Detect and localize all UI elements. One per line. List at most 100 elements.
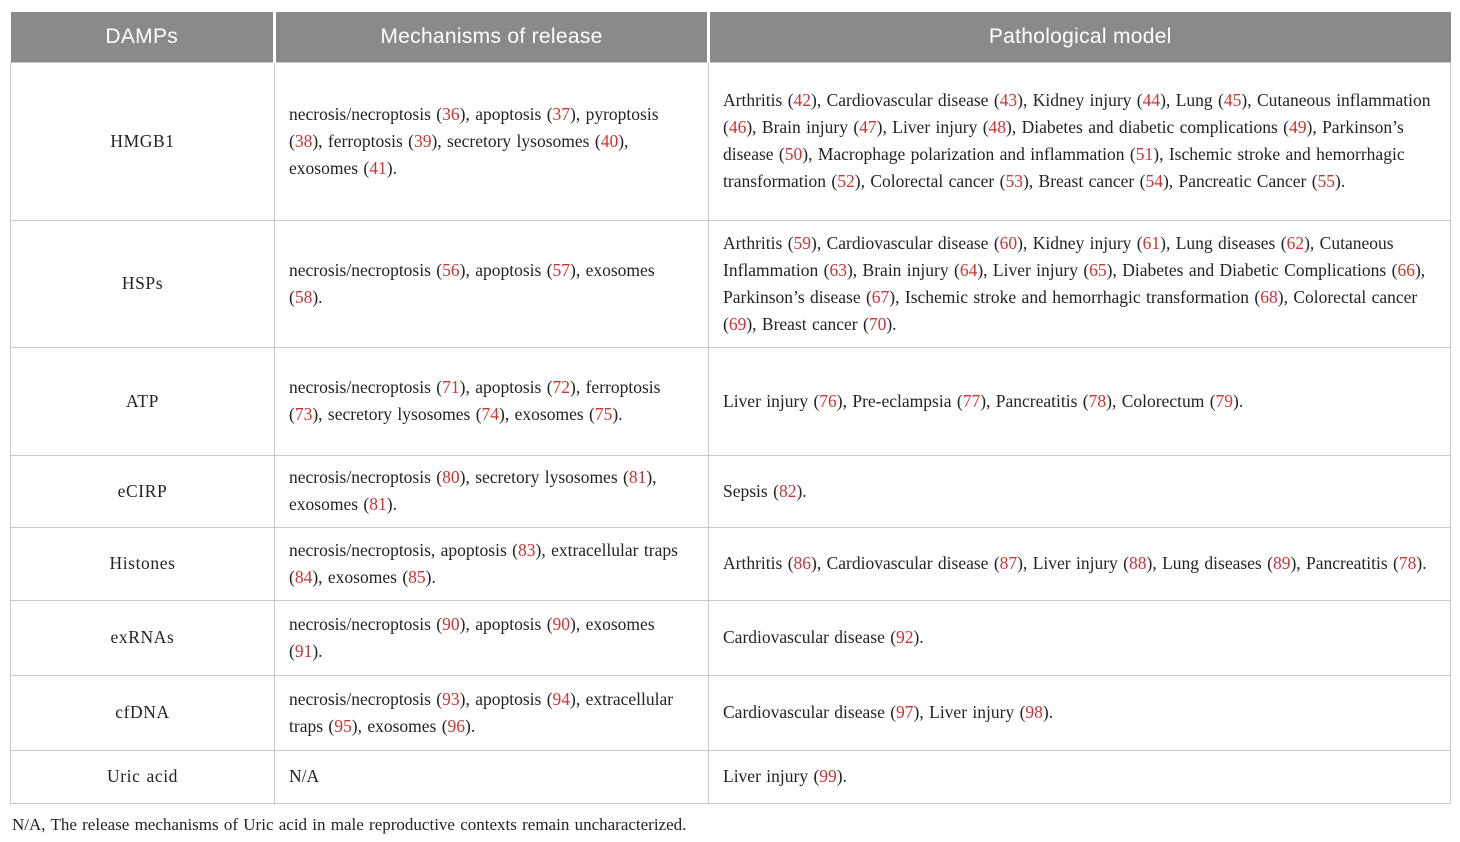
- citation-number: 74: [481, 404, 500, 424]
- citation-number: 37: [552, 103, 571, 124]
- table-header: DAMPs Mechanisms of release Pathological…: [10, 12, 1451, 62]
- citation-number: 38: [294, 130, 313, 151]
- citation-number: 78: [1088, 390, 1107, 411]
- pathology-cell: Liver injury (99).: [708, 749, 1451, 804]
- column-header-pathological-model: Pathological model: [707, 12, 1451, 62]
- mechanisms-cell: necrosis/necroptosis (93), apoptosis (94…: [274, 674, 709, 751]
- table-row-ecirp: eCIRP necrosis/necroptosis (80), secreto…: [10, 454, 1451, 528]
- mechanisms-cell: necrosis/necroptosis, apoptosis (83), ex…: [274, 526, 709, 601]
- table-row-histones: Histones necrosis/necroptosis, apoptosis…: [10, 526, 1451, 601]
- citation-number: 77: [962, 390, 981, 411]
- table-row-hsps: HSPs necrosis/necroptosis (56), apoptosi…: [10, 219, 1451, 348]
- citation-number: 58: [294, 286, 313, 307]
- citation-number: 47: [859, 117, 877, 137]
- damp-name: cfDNA: [10, 674, 275, 751]
- column-header-damps: DAMPs: [10, 12, 275, 62]
- damp-name: HMGB1: [10, 61, 275, 221]
- citation-number: 45: [1223, 90, 1242, 110]
- table-footnote: N/A, The release mechanisms of Uric acid…: [12, 814, 687, 834]
- citation-number: 90: [552, 613, 571, 634]
- citation-number: 81: [628, 467, 647, 487]
- citation-number: 78: [1398, 553, 1417, 573]
- citation-number: 75: [594, 404, 613, 424]
- damp-name: Uric acid: [10, 749, 275, 804]
- citation-number: 81: [369, 494, 387, 514]
- damp-name: eCIRP: [10, 454, 275, 528]
- citation-number: 52: [837, 171, 855, 191]
- citation-number: 96: [447, 715, 466, 736]
- pathology-cell: Cardiovascular disease (97), Liver injur…: [708, 674, 1451, 751]
- table-row-uric-acid: Uric acid N/A Liver injury (99).: [10, 749, 1451, 804]
- damp-name: ATP: [10, 346, 275, 456]
- citation-number: 43: [999, 90, 1018, 110]
- citation-number: 94: [552, 688, 571, 709]
- table-row-exrnas: exRNAs necrosis/necroptosis (90), apopto…: [10, 599, 1451, 676]
- citation-number: 48: [988, 117, 1007, 137]
- citation-number: 83: [517, 539, 536, 560]
- citation-number: 53: [1005, 171, 1023, 191]
- citation-number: 40: [600, 130, 619, 151]
- pathology-cell: Cardiovascular disease (92).: [708, 599, 1451, 676]
- damp-name: Histones: [10, 526, 275, 601]
- citation-number: 55: [1317, 171, 1336, 191]
- citation-number: 88: [1129, 553, 1147, 573]
- pathology-cell: Liver injury (76), Pre-eclampsia (77), P…: [708, 346, 1451, 456]
- citation-number: 57: [552, 259, 571, 280]
- citation-number: 79: [1215, 390, 1234, 411]
- citation-number: 95: [334, 715, 352, 736]
- citation-number: 69: [728, 313, 747, 334]
- citation-number: 51: [1135, 144, 1154, 164]
- citation-number: 71: [442, 377, 460, 397]
- citation-number: 41: [369, 157, 387, 178]
- citation-number: 49: [1289, 117, 1307, 137]
- citation-number: 61: [1142, 232, 1161, 253]
- pathology-cell: Sepsis (82).: [708, 454, 1451, 528]
- citation-number: 92: [896, 627, 914, 647]
- citation-number: 65: [1089, 259, 1107, 280]
- citation-number: 82: [778, 480, 797, 501]
- pathology-cell: Arthritis (42), Cardiovascular disease (…: [708, 61, 1451, 221]
- citation-number: 70: [868, 313, 887, 334]
- citation-number: 39: [413, 130, 432, 151]
- citation-number: 44: [1142, 90, 1161, 110]
- mechanisms-cell: N/A: [274, 749, 709, 804]
- citation-number: 85: [408, 566, 426, 587]
- citation-number: 62: [1286, 232, 1305, 253]
- citation-number: 90: [442, 613, 460, 634]
- mechanisms-cell: necrosis/necroptosis (71), apoptosis (72…: [274, 346, 709, 456]
- citation-number: 56: [442, 259, 460, 280]
- citation-number: 93: [442, 688, 460, 709]
- pathology-cell: Arthritis (86), Cardiovascular disease (…: [708, 526, 1451, 601]
- citation-number: 87: [999, 553, 1018, 573]
- citation-number: 80: [442, 467, 460, 487]
- pathology-cell: Arthritis (59), Cardiovascular disease (…: [708, 219, 1451, 348]
- citation-number: 36: [442, 103, 460, 124]
- citation-number: 67: [871, 286, 890, 307]
- table-body: HMGB1 necrosis/necroptosis (36), apoptos…: [10, 61, 1451, 804]
- citation-number: 89: [1272, 553, 1291, 573]
- table-row-cfdna: cfDNA necrosis/necroptosis (93), apoptos…: [10, 674, 1451, 751]
- citation-number: 76: [819, 390, 837, 411]
- citation-number: 59: [793, 232, 812, 253]
- citation-number: 54: [1145, 171, 1163, 191]
- damps-table: DAMPs Mechanisms of release Pathological…: [10, 12, 1451, 804]
- header-row: DAMPs Mechanisms of release Pathological…: [10, 12, 1451, 62]
- citation-number: 86: [793, 553, 812, 573]
- citation-number: 42: [793, 90, 812, 110]
- citation-number: 66: [1397, 259, 1415, 280]
- damp-name: exRNAs: [10, 599, 275, 676]
- mechanisms-cell: necrosis/necroptosis (80), secretory lys…: [274, 454, 709, 528]
- citation-number: 99: [819, 766, 837, 786]
- column-header-mechanisms: Mechanisms of release: [273, 12, 709, 62]
- citation-number: 72: [552, 377, 571, 397]
- damp-name: HSPs: [10, 219, 275, 348]
- mechanisms-cell: necrosis/necroptosis (36), apoptosis (37…: [274, 61, 709, 221]
- citation-number: 68: [1260, 286, 1278, 307]
- mechanisms-cell: necrosis/necroptosis (90), apoptosis (90…: [274, 599, 709, 676]
- mechanisms-cell: necrosis/necroptosis (56), apoptosis (57…: [274, 219, 709, 348]
- citation-number: 50: [784, 144, 803, 164]
- citation-number: 84: [294, 566, 313, 587]
- citation-number: 60: [999, 232, 1018, 253]
- citation-number: 98: [1025, 702, 1043, 722]
